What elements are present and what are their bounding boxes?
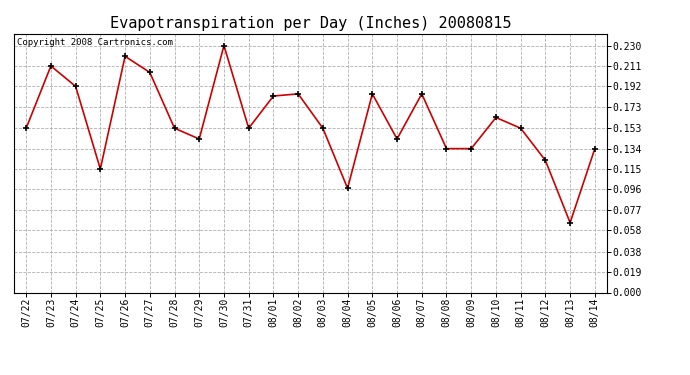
Text: Copyright 2008 Cartronics.com: Copyright 2008 Cartronics.com: [17, 38, 172, 46]
Title: Evapotranspiration per Day (Inches) 20080815: Evapotranspiration per Day (Inches) 2008…: [110, 16, 511, 31]
